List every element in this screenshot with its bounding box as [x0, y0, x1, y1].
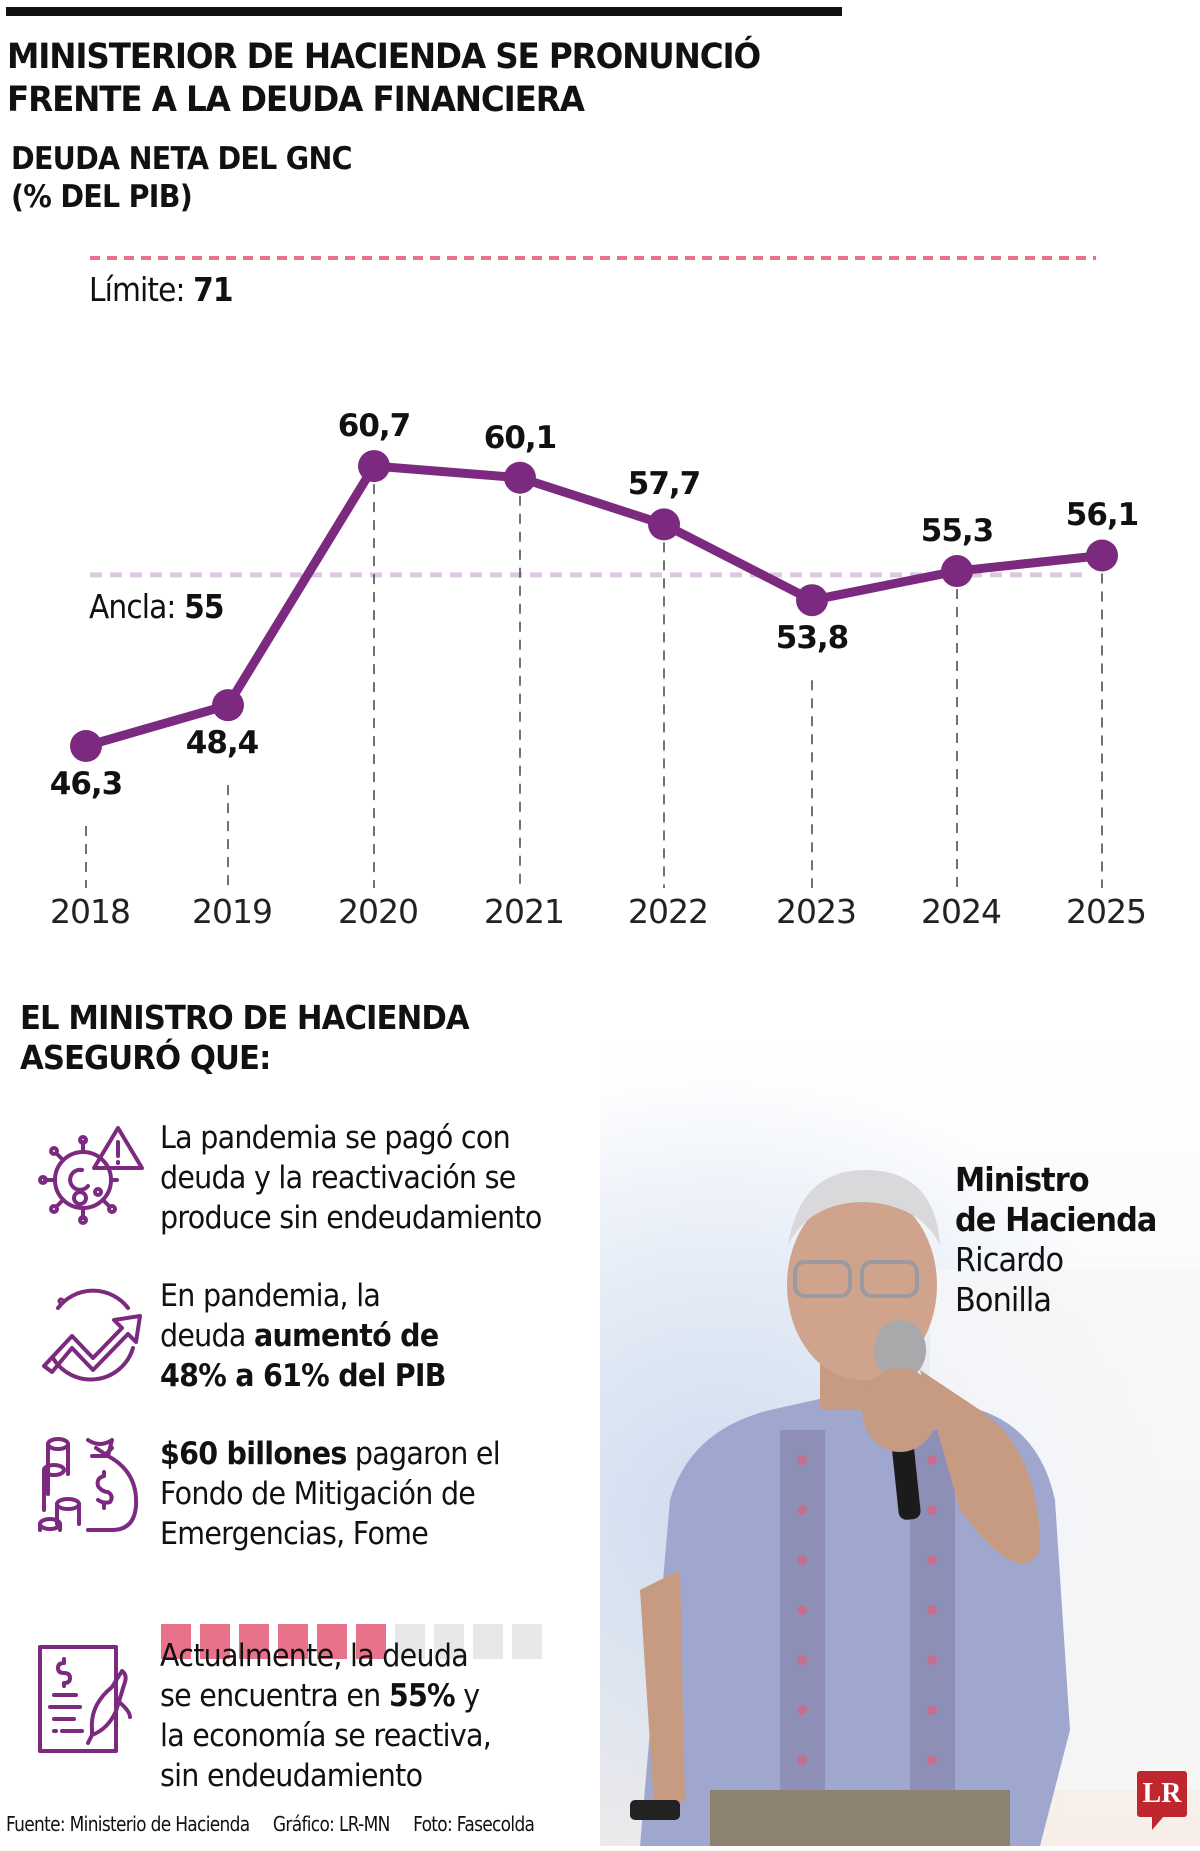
value-label: 60,7 — [337, 408, 411, 445]
x-axis-label: 2019 — [192, 892, 273, 931]
point-4-line-2: se encuentra en 55% y — [160, 1678, 480, 1714]
point-1-text: La pandemia se pagó con deuda y la react… — [160, 1118, 542, 1238]
data-point — [212, 689, 244, 722]
footer-photo: Foto: Fasecolda — [413, 1812, 535, 1836]
point-3-line-3: Emergencias, Fome — [160, 1516, 429, 1552]
section-heading: EL MINISTRO DE HACIENDA ASEGURÓ QUE: — [20, 998, 470, 1078]
square-filled — [317, 1624, 347, 1659]
square-filled — [278, 1624, 308, 1659]
value-label: 57,7 — [627, 466, 701, 503]
point-4-line-4: sin endeudamiento — [160, 1758, 423, 1794]
square-empty — [473, 1624, 503, 1659]
minister-figure — [630, 1170, 1200, 1846]
money-bag-icon — [38, 1437, 139, 1532]
data-point — [70, 730, 102, 762]
square-empty — [395, 1624, 425, 1659]
data-point — [796, 584, 828, 617]
point-3-line-2: Fondo de Mitigación de — [160, 1476, 476, 1512]
minister-caption: Ministro de Hacienda Ricardo Bonilla — [955, 1160, 1157, 1320]
value-label: 46,3 — [49, 766, 123, 802]
lr-logo: LR — [1137, 1771, 1187, 1817]
value-label: 55,3 — [920, 513, 994, 550]
x-axis-label: 2020 — [338, 892, 419, 931]
line-chart: Límite: 71 Ancla: 55 46,3 48,4 60,7 60,1 57,… — [0, 230, 1200, 950]
footer-source: Fuente: Ministerio de Hacienda — [6, 1812, 250, 1836]
x-axis-label: 2022 — [628, 892, 709, 931]
point-4-line-3: la economía se reactiva, — [160, 1718, 492, 1754]
point-4-line-1: Actualmente, la deuda — [160, 1638, 469, 1674]
minister-name-line-2: Bonilla — [955, 1280, 1052, 1319]
chart-subtitle: DEUDA NETA DEL GNC (% DEL PIB) — [11, 140, 353, 216]
virus-warning-icon — [38, 1126, 144, 1225]
minister-role-line-2: de Hacienda — [955, 1200, 1157, 1239]
point-3-text: $60 billones pagaron el Fondo de Mitigac… — [160, 1434, 501, 1554]
footer-graphic: Gráfico: LR-MN — [272, 1812, 390, 1836]
square-empty — [434, 1624, 464, 1659]
value-label: 48,4 — [185, 725, 259, 762]
subtitle-line-1: DEUDA NETA DEL GNC — [11, 141, 353, 177]
data-point — [1086, 539, 1118, 572]
page-title: MINISTERIOR DE HACIENDA SE PRONUNCIÓ FRE… — [7, 36, 761, 122]
point-1-line-3: produce sin endeudamiento — [160, 1200, 542, 1236]
value-label: 60,1 — [483, 419, 557, 456]
point-1-line-1: La pandemia se pagó con — [160, 1120, 511, 1156]
limit-label: Límite: 71 — [89, 270, 234, 309]
x-axis-label: 2025 — [1066, 892, 1147, 931]
square-filled — [239, 1624, 269, 1659]
top-rule — [6, 7, 842, 16]
square-filled — [356, 1624, 386, 1659]
x-axis-label: 2021 — [484, 892, 565, 931]
minister-photo — [600, 1030, 1200, 1846]
title-line-2: FRENTE A LA DEUDA FINANCIERA — [7, 80, 585, 120]
section-heading-line-1: EL MINISTRO DE HACIENDA — [20, 998, 470, 1037]
data-line — [84, 461, 1103, 751]
square-empty — [512, 1624, 542, 1659]
square-filled — [200, 1624, 230, 1659]
section-heading-line-2: ASEGURÓ QUE: — [20, 1038, 271, 1077]
chart-canvas — [70, 256, 1118, 888]
data-point — [358, 450, 390, 483]
minister-role-line-1: Ministro — [955, 1160, 1090, 1199]
point-4-text: Actualmente, la deuda se encuentra en 55… — [160, 1636, 492, 1796]
title-line-1: MINISTERIOR DE HACIENDA SE PRONUNCIÓ — [7, 37, 761, 77]
point-2-line-2: deuda aumentó de — [160, 1318, 439, 1354]
data-point — [504, 461, 536, 494]
value-label: 53,8 — [775, 620, 849, 657]
data-point — [648, 508, 680, 541]
point-2-line-1: En pandemia, la — [160, 1278, 381, 1314]
point-2-line-3: 48% a 61% del PIB — [160, 1358, 447, 1394]
data-point — [941, 555, 973, 588]
trend-up-icon — [42, 1288, 142, 1382]
point-2-text: En pandemia, la deuda aumentó de 48% a 6… — [160, 1276, 447, 1396]
square-filled — [161, 1624, 191, 1659]
footer-credits: Fuente: Ministerio de Hacienda Gráfico: … — [6, 1812, 553, 1836]
subtitle-line-2: (% DEL PIB) — [11, 179, 193, 215]
anchor-label: Ancla: 55 — [89, 587, 225, 626]
progress-squares — [161, 1624, 542, 1659]
x-axis-label: 2023 — [776, 892, 857, 931]
point-1-line-2: deuda y la reactivación se — [160, 1160, 516, 1196]
value-label: 56,1 — [1065, 497, 1139, 534]
signed-document-icon — [38, 1645, 132, 1753]
x-axis-label: 2018 — [50, 892, 131, 931]
lr-logo-tail — [1152, 1816, 1164, 1830]
minister-name-line-1: Ricardo — [955, 1240, 1064, 1279]
point-3-line-1: $60 billones pagaron el — [160, 1436, 501, 1472]
x-axis-label: 2024 — [921, 892, 1002, 931]
